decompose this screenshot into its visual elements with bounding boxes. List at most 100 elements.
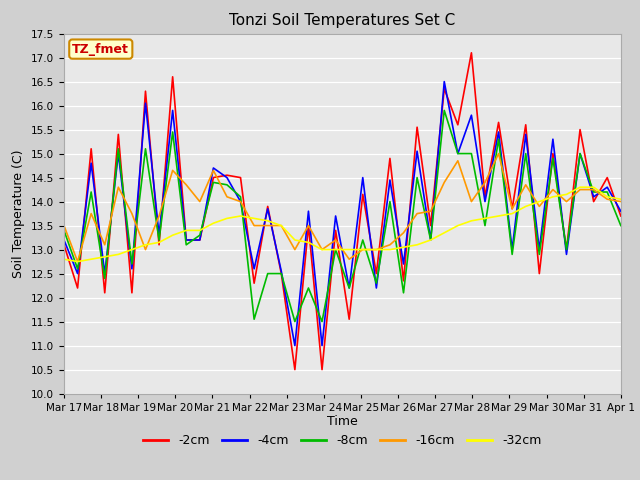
-8cm [590, 189, 598, 195]
-2cm [468, 50, 476, 56]
Text: TZ_fmet: TZ_fmet [72, 43, 129, 56]
-16cm [141, 247, 149, 252]
-2cm [590, 199, 598, 204]
-2cm [617, 213, 625, 219]
-4cm [74, 271, 81, 276]
-4cm [291, 343, 299, 348]
-16cm [386, 242, 394, 248]
-32cm [590, 184, 598, 190]
-4cm [250, 266, 258, 272]
-16cm [346, 256, 353, 262]
-8cm [549, 156, 557, 161]
-16cm [427, 208, 435, 214]
-4cm [332, 213, 339, 219]
-8cm [386, 199, 394, 204]
-16cm [372, 247, 380, 252]
-16cm [440, 180, 448, 185]
-32cm [576, 184, 584, 190]
-16cm [590, 187, 598, 192]
-32cm [141, 242, 149, 248]
-2cm [291, 367, 299, 372]
-8cm [156, 237, 163, 243]
-16cm [413, 211, 421, 216]
-16cm [305, 223, 312, 228]
-4cm [196, 237, 204, 243]
-4cm [413, 148, 421, 154]
-8cm [278, 271, 285, 276]
-32cm [536, 199, 543, 204]
-4cm [141, 100, 149, 106]
Line: -4cm: -4cm [64, 82, 621, 346]
-16cm [250, 223, 258, 228]
-4cm [536, 247, 543, 252]
-16cm [481, 180, 489, 185]
-32cm [264, 218, 271, 224]
-4cm [60, 237, 68, 243]
-4cm [604, 184, 611, 190]
-16cm [182, 182, 190, 188]
-4cm [563, 252, 570, 257]
-16cm [87, 211, 95, 216]
-2cm [549, 151, 557, 156]
-32cm [237, 213, 244, 219]
-32cm [209, 220, 217, 226]
-2cm [413, 124, 421, 130]
-2cm [196, 237, 204, 243]
-32cm [427, 237, 435, 243]
-32cm [413, 242, 421, 248]
-4cm [522, 132, 529, 137]
-4cm [495, 129, 502, 135]
-2cm [399, 278, 407, 284]
-16cm [563, 199, 570, 204]
-8cm [563, 247, 570, 252]
-16cm [237, 199, 244, 204]
-8cm [237, 194, 244, 200]
-8cm [196, 232, 204, 238]
-16cm [264, 223, 271, 228]
-8cm [264, 271, 271, 276]
-8cm [182, 242, 190, 248]
-8cm [495, 136, 502, 142]
Title: Tonzi Soil Temperatures Set C: Tonzi Soil Temperatures Set C [229, 13, 456, 28]
-2cm [372, 271, 380, 276]
-32cm [74, 259, 81, 264]
-16cm [332, 237, 339, 243]
-8cm [223, 182, 231, 188]
-8cm [481, 223, 489, 228]
-4cm [481, 199, 489, 204]
-2cm [454, 122, 461, 128]
-4cm [549, 136, 557, 142]
-4cm [87, 160, 95, 166]
-4cm [223, 175, 231, 180]
-4cm [169, 108, 177, 113]
-2cm [427, 223, 435, 228]
-32cm [359, 247, 367, 252]
-32cm [60, 256, 68, 262]
-2cm [74, 285, 81, 291]
-4cm [359, 175, 367, 180]
-8cm [74, 266, 81, 272]
-32cm [549, 194, 557, 200]
-2cm [169, 74, 177, 80]
-32cm [454, 223, 461, 228]
-16cm [359, 247, 367, 252]
-8cm [305, 285, 312, 291]
-4cm [237, 199, 244, 204]
-32cm [291, 237, 299, 243]
-2cm [115, 132, 122, 137]
-4cm [617, 208, 625, 214]
-4cm [590, 194, 598, 200]
-2cm [346, 316, 353, 322]
-2cm [495, 120, 502, 125]
-32cm [101, 254, 109, 260]
-8cm [291, 319, 299, 324]
-8cm [115, 146, 122, 152]
-16cm [169, 168, 177, 173]
-16cm [196, 199, 204, 204]
-32cm [223, 216, 231, 221]
-4cm [115, 151, 122, 156]
-8cm [318, 319, 326, 324]
-16cm [399, 230, 407, 236]
-4cm [372, 285, 380, 291]
-4cm [576, 151, 584, 156]
